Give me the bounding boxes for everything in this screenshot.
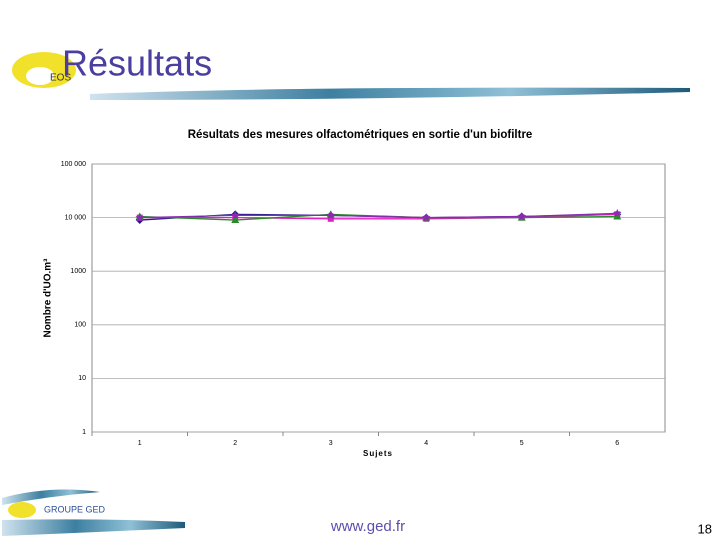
footer-logo: GROUPE GED: [44, 504, 106, 514]
chart-title: Résultats des mesures olfactométriques e…: [188, 129, 533, 141]
x-axis-title: Sujets: [363, 449, 393, 458]
x-tick-label: 3: [329, 440, 333, 447]
footer-logo-shape: [8, 502, 36, 518]
x-tick-label: 1: [138, 440, 142, 447]
y-tick-label: 10 000: [65, 214, 87, 221]
logo-shape: [26, 67, 54, 85]
data-point: [326, 210, 336, 220]
data-point: [231, 216, 240, 224]
header-wave: [90, 87, 690, 100]
page-number: 18: [698, 521, 712, 536]
y-tick-label: 1000: [70, 268, 86, 275]
y-axis-title: Nombre d'UO.m³: [43, 258, 54, 338]
plot-frame: [91, 163, 666, 433]
data-point: [421, 213, 431, 222]
x-tick-label: 5: [520, 440, 524, 447]
y-tick-label: 100: [74, 322, 86, 329]
footer-wave: [2, 519, 185, 536]
data-point: [613, 212, 622, 220]
data-point: [135, 213, 145, 222]
data-point: [517, 211, 527, 221]
x-tick-label: 2: [233, 440, 237, 447]
data-point: [612, 208, 622, 217]
y-tick-label: 10: [78, 375, 86, 382]
x-tick-label: 4: [424, 440, 428, 447]
x-tick-label: 6: [615, 440, 619, 447]
data-point: [230, 210, 240, 220]
footer-url: www.ged.fr: [330, 518, 405, 535]
series-line: [139, 212, 618, 219]
y-tick-label: 100 000: [61, 161, 86, 168]
footer-wave: [2, 489, 100, 505]
slide-title: Résultats: [62, 43, 212, 84]
logo-text: EOS: [50, 73, 71, 84]
y-tick-label: 1: [82, 429, 86, 436]
